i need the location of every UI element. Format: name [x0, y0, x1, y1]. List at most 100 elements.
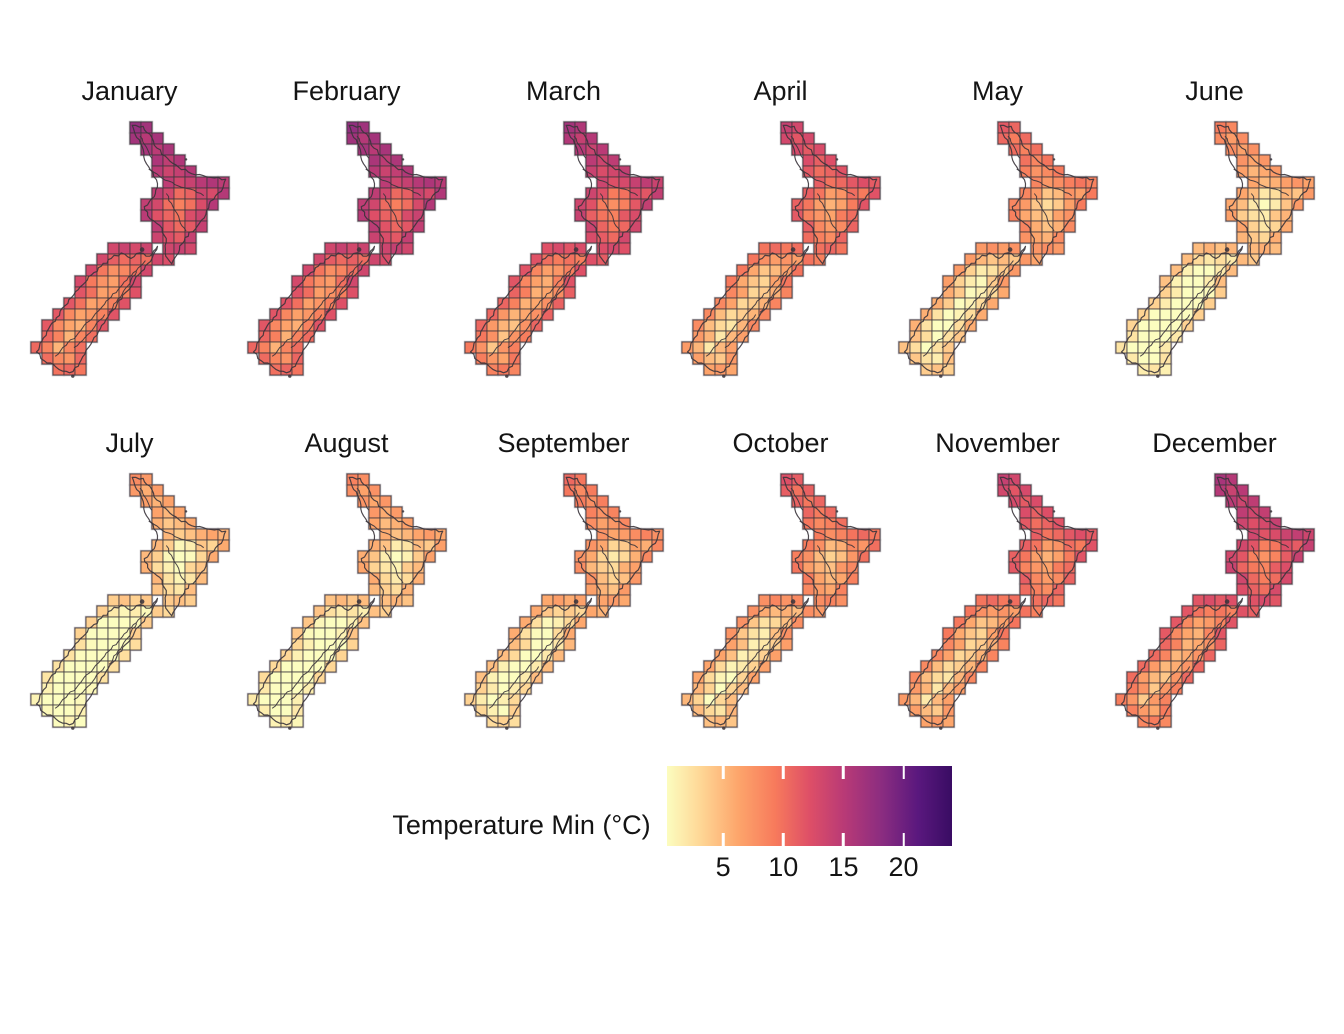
- grid-cell: [1085, 539, 1098, 552]
- grid-cell: [195, 550, 208, 563]
- grid-cell: [379, 561, 392, 574]
- grid-cell: [129, 594, 142, 607]
- grid-cell: [129, 286, 142, 299]
- grid-cell: [596, 220, 609, 233]
- grid-cell: [1074, 539, 1087, 552]
- grid-cell: [1291, 539, 1304, 552]
- grid-cell: [162, 506, 175, 519]
- grid-cell: [151, 198, 164, 211]
- grid-cell: [486, 682, 499, 695]
- grid-cell: [412, 176, 425, 189]
- coastline-overlay: [252, 124, 444, 378]
- grid-cell: [835, 550, 848, 563]
- grid-cell: [640, 539, 653, 552]
- grid-cell: [640, 550, 653, 563]
- grid-cell: [313, 616, 326, 629]
- grid-cell: [324, 242, 337, 255]
- grid-cell: [379, 506, 392, 519]
- otago-border-line: [724, 666, 757, 700]
- grid-cell: [607, 550, 620, 563]
- otago-border-line: [290, 314, 323, 348]
- grid-cell: [390, 198, 403, 211]
- grid-cell: [618, 550, 631, 563]
- grid-cell: [725, 627, 738, 640]
- grid-cell: [585, 583, 598, 596]
- grid-cell: [975, 627, 988, 640]
- marlborough-sounds-dot: [1007, 247, 1013, 252]
- grid-cell: [162, 220, 175, 233]
- grid-cell: [563, 638, 576, 651]
- grid-cell: [184, 528, 197, 541]
- otago-border-line: [507, 314, 540, 348]
- grid-cell: [607, 220, 620, 233]
- grid-cell: [824, 572, 837, 585]
- grid-cell: [324, 264, 337, 277]
- grid-cell: [140, 121, 153, 134]
- great-barrier-island-dot: [401, 510, 405, 513]
- grid-cell: [184, 176, 197, 189]
- canterbury-border-line: [325, 271, 355, 313]
- grid-cell: [258, 330, 271, 343]
- ni-east-border-line: [816, 193, 838, 232]
- grid-cell: [813, 143, 826, 156]
- colorbar-tick: [902, 833, 905, 846]
- grid-cell: [74, 308, 87, 321]
- grid-cell: [1052, 209, 1065, 222]
- grid-cell: [74, 330, 87, 343]
- grid-cell: [1137, 704, 1150, 717]
- grid-cell: [346, 242, 359, 255]
- ni-central-border-line: [582, 168, 639, 197]
- facet-april: April: [672, 74, 889, 390]
- grid-cell: [1063, 528, 1076, 541]
- grid-cell: [291, 649, 304, 662]
- grid-cell: [497, 352, 510, 365]
- grid-cell: [52, 308, 65, 321]
- grid-cell: [412, 528, 425, 541]
- grid-cell: [1192, 616, 1205, 629]
- grid-cell: [931, 704, 944, 717]
- grid-cell: [1030, 572, 1043, 585]
- grid-cell: [747, 627, 760, 640]
- grid-cell: [74, 297, 87, 310]
- grid-cell: [1203, 297, 1216, 310]
- grid-cell: [942, 627, 955, 640]
- temperature-cells: [681, 473, 881, 728]
- otago-border-line: [941, 666, 974, 700]
- grid-cell: [1181, 671, 1194, 684]
- grid-cell: [184, 198, 197, 211]
- colorbar-tick: [902, 766, 905, 779]
- grid-cell: [508, 693, 521, 706]
- grid-cell: [953, 638, 966, 651]
- grid-cell: [736, 638, 749, 651]
- grid-cell: [63, 704, 76, 717]
- grid-cell: [791, 121, 804, 134]
- grid-cell: [824, 198, 837, 211]
- grid-cell: [986, 649, 999, 662]
- grid-cell: [41, 330, 54, 343]
- grid-cell: [725, 341, 738, 354]
- grid-cell: [692, 682, 705, 695]
- grid-cell: [346, 594, 359, 607]
- facet-title: March: [525, 76, 601, 106]
- south-island-coast-line: [1120, 245, 1244, 374]
- grid-cell: [423, 187, 436, 200]
- grid-cell: [692, 341, 705, 354]
- grid-cell: [291, 363, 304, 376]
- southern-alps-border-line: [705, 260, 797, 357]
- grid-cell: [618, 539, 631, 552]
- facet-title: April: [753, 76, 808, 106]
- grid-cell: [1181, 319, 1194, 332]
- grid-cell: [258, 671, 271, 684]
- grid-cell: [714, 671, 727, 684]
- grid-cell: [651, 539, 664, 552]
- temperature-cells: [464, 473, 664, 728]
- grid-cell: [195, 176, 208, 189]
- grid-cell: [1052, 242, 1065, 255]
- grid-cell: [63, 693, 76, 706]
- facet-january: January: [21, 74, 238, 390]
- grid-cell: [151, 231, 164, 244]
- grid-cell: [530, 297, 543, 310]
- grid-cell: [302, 297, 315, 310]
- grid-cell: [508, 308, 521, 321]
- southern-alps-border-line: [271, 612, 363, 709]
